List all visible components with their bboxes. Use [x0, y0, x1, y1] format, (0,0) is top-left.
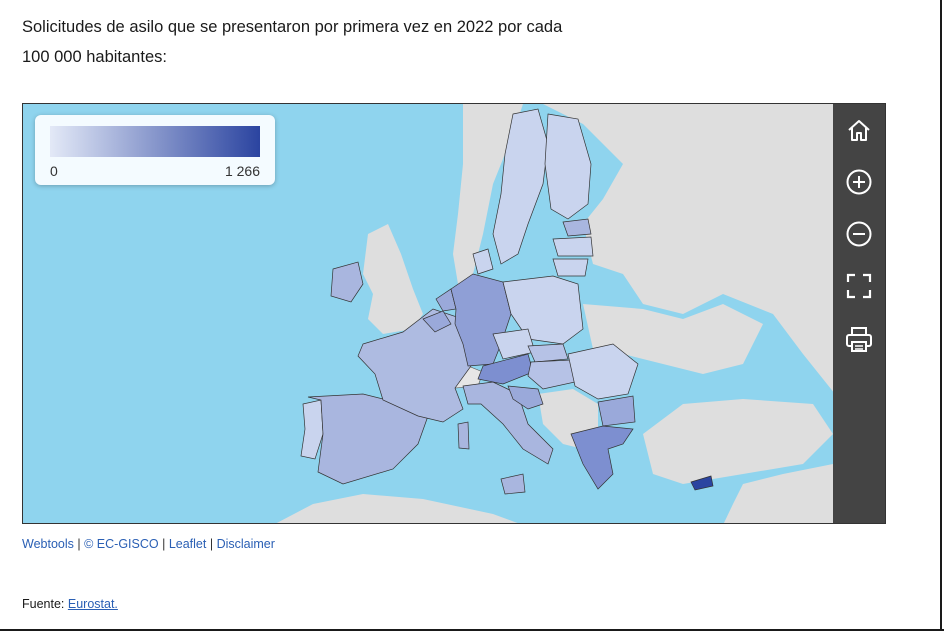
land-uk — [363, 224, 423, 334]
zoom-in-button[interactable] — [843, 166, 875, 198]
zoom-out-button[interactable] — [843, 218, 875, 250]
country-belgium — [422, 310, 452, 333]
print-icon — [846, 327, 872, 352]
country-slovenia-croatia — [507, 385, 544, 410]
map-attribution: Webtools | © EC-GISCO | Leaflet | Discla… — [22, 537, 275, 551]
attribution-separator: | — [162, 537, 166, 551]
land-ukraine — [583, 304, 763, 374]
page-title: Solicitudes de asilo que se presentaron … — [22, 12, 622, 72]
country-finland — [544, 113, 592, 220]
country-sweden — [492, 108, 549, 265]
source-link-eurostat[interactable]: Eurostat. — [67, 597, 118, 611]
land-norway — [453, 104, 523, 284]
country-romania — [567, 343, 639, 400]
map-container[interactable]: 0 1 266 — [22, 103, 886, 524]
country-slovakia — [527, 343, 569, 363]
link-leaflet[interactable]: Leaflet — [168, 537, 207, 551]
country-france — [357, 308, 476, 423]
legend-min-label: 0 — [50, 163, 58, 179]
country-estonia — [562, 218, 592, 237]
country-bulgaria — [597, 395, 636, 427]
link-webtools[interactable]: Webtools — [22, 537, 74, 551]
link-ec-gisco[interactable]: © EC-GISCO — [84, 537, 159, 551]
source-note: Fuente: Eurostat. — [22, 597, 118, 611]
country-poland — [502, 275, 584, 345]
frame-border-right — [940, 0, 942, 631]
country-sicily — [500, 473, 526, 495]
country-hungary — [527, 359, 576, 390]
fullscreen-button[interactable] — [843, 270, 875, 302]
attribution-separator: | — [209, 537, 214, 551]
legend-color-scale — [50, 126, 260, 157]
country-greece — [570, 425, 634, 490]
zoom-out-icon — [846, 221, 872, 247]
legend-max-label: 1 266 — [224, 163, 260, 179]
europe-map[interactable] — [23, 104, 886, 524]
country-denmark — [472, 248, 494, 275]
fullscreen-icon — [846, 273, 872, 299]
title-line-2: 100 000 habitantes: — [22, 48, 167, 66]
map-legend: 0 1 266 — [35, 115, 275, 185]
country-cyprus — [690, 475, 714, 491]
frame-border-bottom — [0, 629, 944, 631]
country-austria — [477, 353, 534, 385]
land-turkey — [643, 399, 833, 484]
country-lithuania — [552, 258, 589, 277]
home-button[interactable] — [843, 114, 875, 146]
link-disclaimer[interactable]: Disclaimer — [216, 537, 275, 551]
country-ireland — [330, 261, 364, 303]
attribution-separator: | — [77, 537, 81, 551]
source-label: Fuente: — [22, 597, 68, 611]
country-sardinia — [457, 421, 470, 450]
title-line-1: Solicitudes de asilo que se presentaron … — [22, 18, 563, 36]
home-icon — [848, 120, 870, 141]
land-middle-east — [723, 464, 833, 523]
print-button[interactable] — [843, 324, 875, 356]
land-russia-east — [543, 104, 885, 404]
map-toolbar — [833, 104, 885, 523]
land-north-africa — [276, 494, 518, 523]
zoom-in-icon — [846, 169, 872, 195]
country-latvia — [552, 236, 594, 257]
